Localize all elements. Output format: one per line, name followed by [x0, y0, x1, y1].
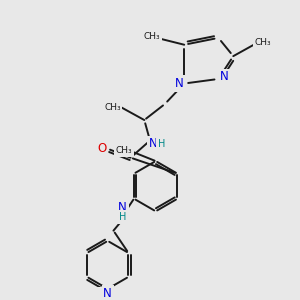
Text: N: N — [220, 70, 229, 83]
Text: N: N — [149, 137, 158, 151]
Text: N: N — [175, 77, 184, 90]
Text: H: H — [158, 139, 165, 149]
Text: N: N — [118, 201, 127, 214]
Text: N: N — [103, 287, 112, 300]
Text: CH₃: CH₃ — [144, 32, 160, 41]
Text: CH₃: CH₃ — [104, 103, 121, 112]
Text: CH₃: CH₃ — [255, 38, 271, 47]
Text: O: O — [98, 142, 107, 155]
Text: CH₃: CH₃ — [116, 146, 132, 155]
Text: H: H — [119, 212, 126, 222]
